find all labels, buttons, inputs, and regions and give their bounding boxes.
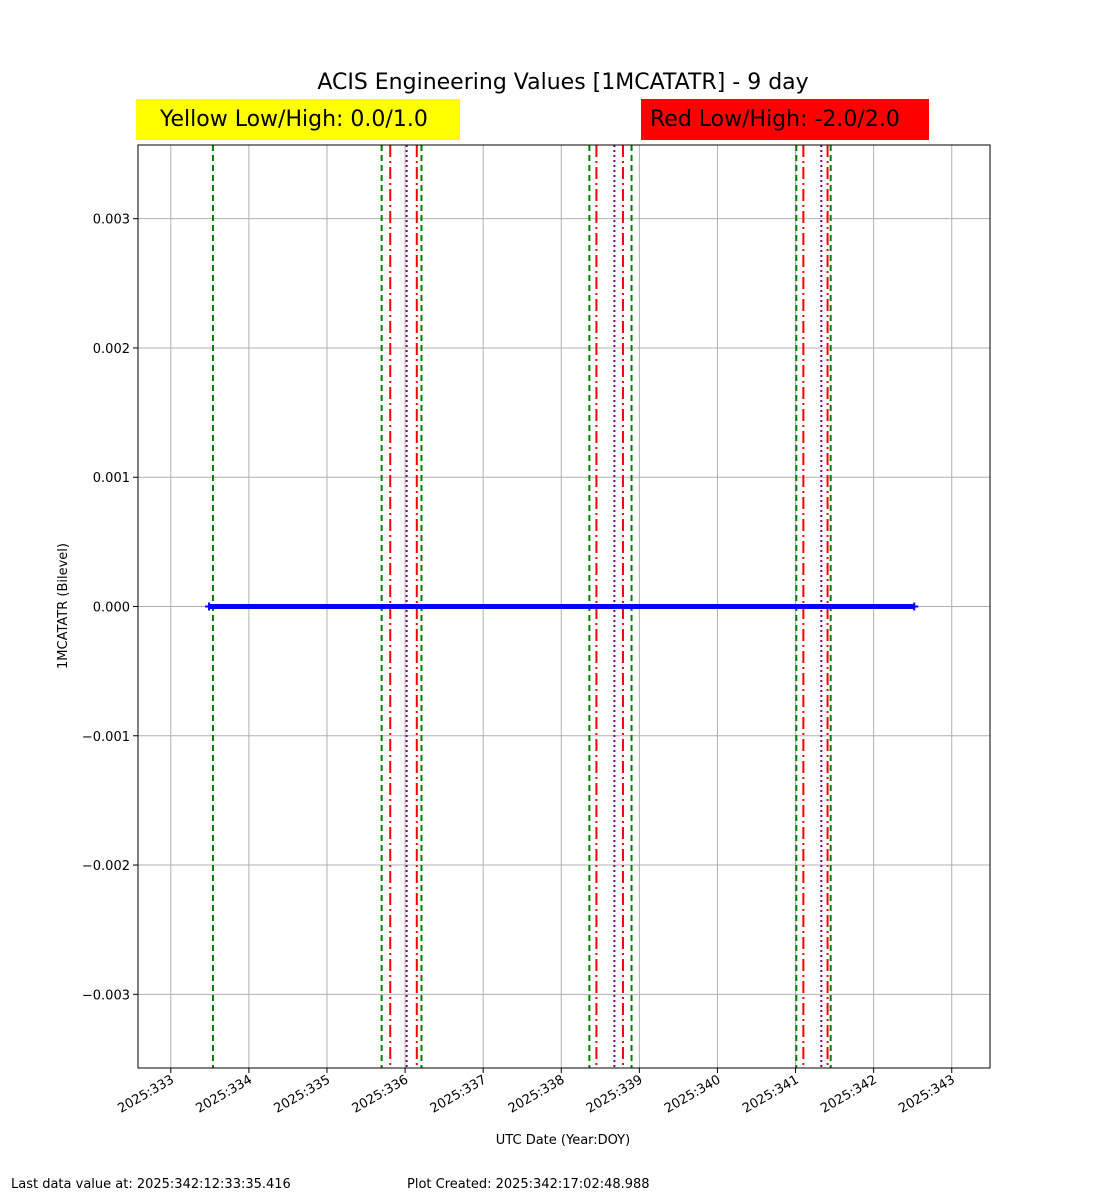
yellow-box <box>136 99 460 140</box>
x-axis-label: UTC Date (Year:DOY) <box>496 1133 630 1148</box>
yellow-limits: Yellow Low/High: 0.0/1.0 <box>159 107 428 132</box>
y-tick-label: −0.001 <box>82 730 130 745</box>
x-tick-label: 2025:340 <box>662 1072 723 1116</box>
y-tick-label: −0.003 <box>82 988 130 1003</box>
x-tick-label: 2025:336 <box>350 1072 411 1116</box>
x-tick-label: 2025:342 <box>818 1072 879 1116</box>
y-tick-label: −0.002 <box>82 859 130 874</box>
y-tick-label: 0.001 <box>93 471 130 486</box>
red-box <box>641 99 929 140</box>
x-tick-label: 2025:338 <box>506 1072 567 1116</box>
x-tick-label: 2025:343 <box>896 1072 957 1116</box>
y-tick-label: 0.002 <box>93 342 130 357</box>
x-tick-label: 2025:334 <box>193 1072 254 1116</box>
x-tick-label: 2025:333 <box>115 1072 176 1116</box>
chart-title: ACIS Engineering Values [1MCATATR] - 9 d… <box>317 70 808 95</box>
y-axis-label: 1MCATATR (Bilevel) <box>56 543 71 669</box>
footer-right: Plot Created: 2025:342:17:02:48.988 <box>407 1177 650 1192</box>
red-limits: Red Low/High: -2.0/2.0 <box>650 107 900 132</box>
x-tick-label: 2025:335 <box>272 1072 333 1116</box>
data-point <box>205 602 214 611</box>
plot-frame <box>137 144 991 1069</box>
data-point <box>910 602 919 611</box>
y-tick-label: 0.003 <box>93 213 130 228</box>
x-tick-label: 2025:341 <box>740 1072 801 1116</box>
y-tick-label: 0.000 <box>93 601 130 616</box>
footer-left: Last data value at: 2025:342:12:33:35.41… <box>11 1177 291 1192</box>
x-tick-label: 2025:339 <box>584 1072 645 1116</box>
x-tick-label: 2025:337 <box>428 1072 489 1116</box>
